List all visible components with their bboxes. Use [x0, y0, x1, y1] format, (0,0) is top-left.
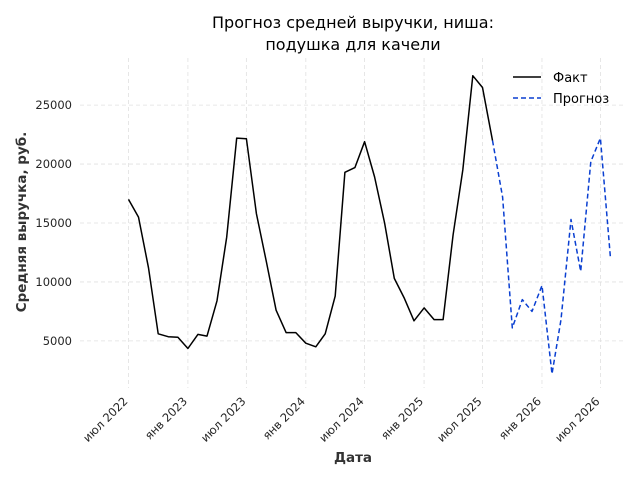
x-axis-label: Дата — [334, 450, 372, 466]
x-tick-label: июл 2023 — [198, 394, 249, 445]
x-tick-label: янв 2024 — [260, 394, 308, 442]
x-tick-label: июл 2022 — [80, 394, 131, 445]
y-tick-label: 20000 — [35, 157, 72, 171]
y-tick-label: 5000 — [43, 334, 72, 348]
x-tick-label: янв 2026 — [496, 394, 544, 442]
y-tick-label: 15000 — [35, 216, 72, 230]
grid — [80, 58, 625, 388]
legend-label-fact: Факт — [553, 71, 588, 86]
series-lines — [127, 74, 612, 375]
x-tick-label: янв 2025 — [378, 394, 426, 442]
chart-title-line-1: Прогноз средней выручки, ниша: — [212, 13, 494, 32]
legend-label-forecast: Прогноз — [553, 92, 609, 107]
y-tick-label: 25000 — [35, 98, 72, 112]
y-axis-label: Средняя выручка, руб. — [14, 132, 30, 313]
legend: Факт Прогноз — [513, 71, 609, 107]
y-axis-ticks: 5000 10000 15000 20000 25000 — [35, 98, 72, 348]
x-axis-ticks: июл 2022 янв 2023 июл 2023 янв 2024 июл 2024… — [80, 394, 603, 445]
x-tick-label: июл 2025 — [434, 394, 485, 445]
series-line-forecast — [491, 137, 612, 375]
x-tick-label: июл 2024 — [316, 394, 367, 445]
series-line-fact — [127, 74, 494, 350]
x-tick-label: июл 2026 — [552, 394, 603, 445]
y-tick-label: 10000 — [35, 275, 72, 289]
chart-title-line-2: подушка для качели — [265, 35, 440, 54]
x-tick-label: янв 2023 — [142, 394, 190, 442]
